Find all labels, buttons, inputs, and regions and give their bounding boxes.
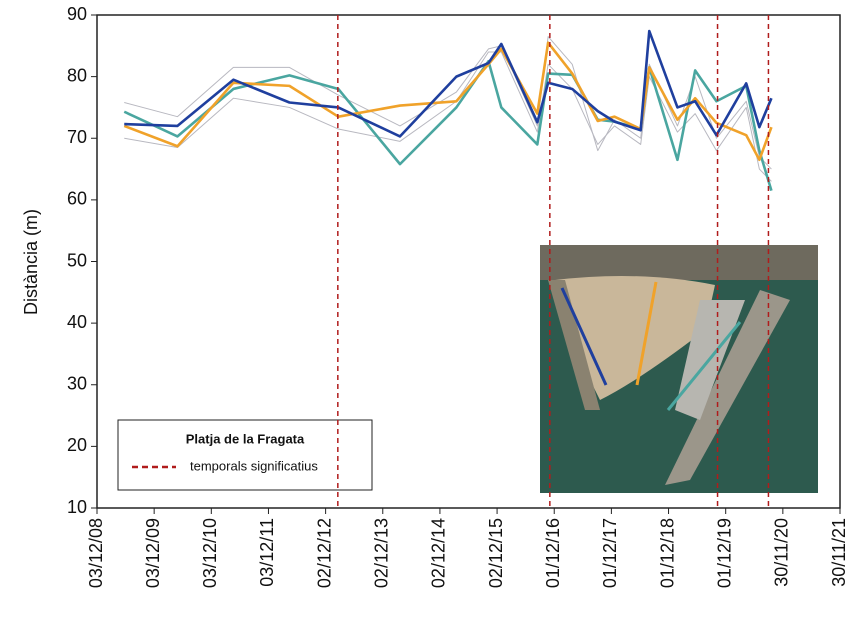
x-tick-label: 03/12/09 [143,518,163,588]
y-tick-label: 40 [67,312,87,332]
profile-line [635,281,658,386]
y-tick-label: 70 [67,127,87,147]
x-tick-label: 02/12/15 [486,518,506,588]
y-tick-label: 60 [67,189,87,209]
y-tick-label: 80 [67,65,87,85]
beach [555,276,715,400]
legend-title: Platja de la Fragata [186,431,305,446]
profile-line [560,287,608,386]
breakwater [548,280,600,410]
x-tick-label: 03/12/11 [257,518,277,587]
x-tick-label: 03/12/08 [86,518,106,588]
x-tick-label: 02/12/14 [429,518,449,588]
x-tick-label: 01/12/16 [543,518,563,588]
data-line [124,51,772,182]
legend-label: temporals significatius [190,458,318,473]
data-line [123,59,773,192]
x-tick-label: 02/12/13 [372,518,392,588]
x-tick-label: 02/12/12 [314,518,334,588]
x-tick-label: 01/12/19 [714,518,734,588]
y-tick-label: 30 [67,374,87,394]
y-tick-label: 90 [67,4,87,24]
x-tick-label: 03/12/10 [200,518,220,588]
x-tick-label: 01/12/18 [657,518,677,588]
y-tick-label: 50 [67,250,87,270]
y-tick-label: 10 [67,497,87,517]
profile-line [666,321,742,411]
y-axis-label: Distància (m) [21,209,41,315]
x-tick-label: 30/11/20 [772,518,792,587]
data-line [124,29,773,138]
inset-photo [540,245,818,493]
pier [665,290,790,485]
x-tick-label: 30/11/21 [829,518,849,587]
legend-box [117,419,373,491]
x-tick-label: 01/12/17 [600,518,620,588]
y-tick-label: 20 [67,435,87,455]
town [540,245,818,280]
data-line [123,41,773,162]
